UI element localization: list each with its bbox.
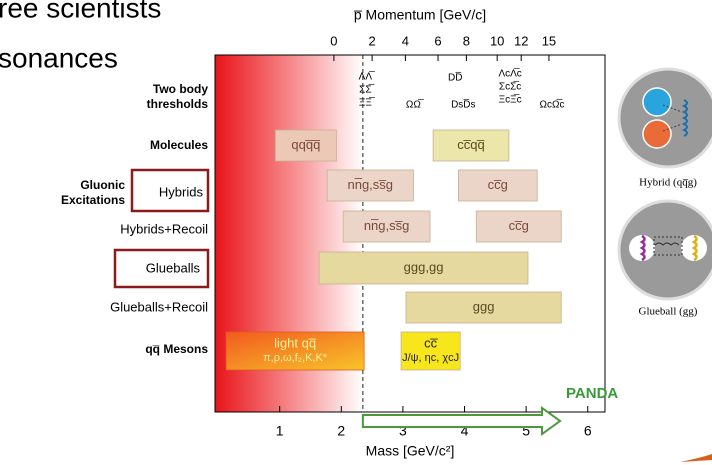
- row-label: Gluonic: [80, 178, 125, 192]
- top-tick-label: 10: [490, 33, 504, 48]
- state-label: cc̅: [424, 335, 438, 350]
- state-label: nn̅g,ss̅g: [364, 218, 410, 233]
- slide: ree scientists sonances Two body thresho…: [0, 0, 712, 465]
- top-tick-label: 12: [514, 33, 528, 48]
- row-label: Hybrids: [159, 184, 204, 199]
- state-label: cc̅g: [488, 177, 508, 192]
- top-axis-label: p̅ Momentum [GeV/c]: [353, 7, 486, 23]
- state-label: cc̅qq̅: [457, 137, 484, 152]
- state-label: light qq̅: [274, 335, 316, 350]
- threshold-label: DD̅: [448, 72, 462, 84]
- x-axis-label: Mass [GeV/c²]: [366, 443, 455, 459]
- slide-title-fragment: ree scientists: [0, 0, 161, 23]
- x-tick-label: 1: [276, 423, 284, 439]
- top-tick-label: 6: [434, 33, 441, 48]
- figure-caption: Hybrid (qq̅g): [639, 177, 697, 189]
- threshold-label: ΣcΣ̅c: [499, 81, 521, 93]
- threshold-label: ΛcΛ̅c: [498, 68, 521, 80]
- state-label: cc̅g: [509, 218, 529, 233]
- threshold-label: DsD̅s: [451, 99, 475, 111]
- state-label: ggg: [473, 299, 495, 314]
- row-label: Two body: [153, 82, 208, 96]
- top-tick-label: 4: [402, 33, 409, 48]
- top-tick-label: 0: [330, 33, 337, 48]
- row-label: Glueballs: [146, 260, 201, 275]
- slide-title-fragment: sonances: [0, 42, 118, 73]
- row-label: thresholds: [147, 97, 209, 111]
- threshold-label: ΩcΩ̅c: [540, 99, 565, 111]
- top-tick-label: 8: [463, 33, 470, 48]
- row-label: Molecules: [150, 138, 208, 152]
- state-label: ggg,gg: [404, 259, 444, 274]
- row-label: Hybrids+Recoil: [120, 221, 208, 236]
- state-label: J/ψ, ηc, χcJ: [402, 352, 459, 364]
- top-tick-label: 15: [542, 33, 556, 48]
- top-tick-label: 2: [368, 33, 375, 48]
- row-label: Excitations: [61, 193, 125, 207]
- row-label: Glueballs+Recoil: [110, 299, 208, 314]
- decoration: [680, 454, 712, 462]
- row-label: qq̅ Mesons: [145, 342, 208, 356]
- state-label: nn̅g,ss̅g: [347, 177, 393, 192]
- state-label: π,ρ,ω,f₂,K,K*: [263, 352, 328, 364]
- figure-caption: Glueball (gg): [639, 306, 698, 318]
- x-tick-label: 2: [337, 423, 345, 439]
- x-tick-label: 6: [584, 423, 592, 439]
- panda-label: PANDA: [566, 385, 618, 402]
- state-label: qqq̅q̅: [291, 137, 320, 152]
- threshold-label: ΞcΞ̅c: [499, 94, 522, 106]
